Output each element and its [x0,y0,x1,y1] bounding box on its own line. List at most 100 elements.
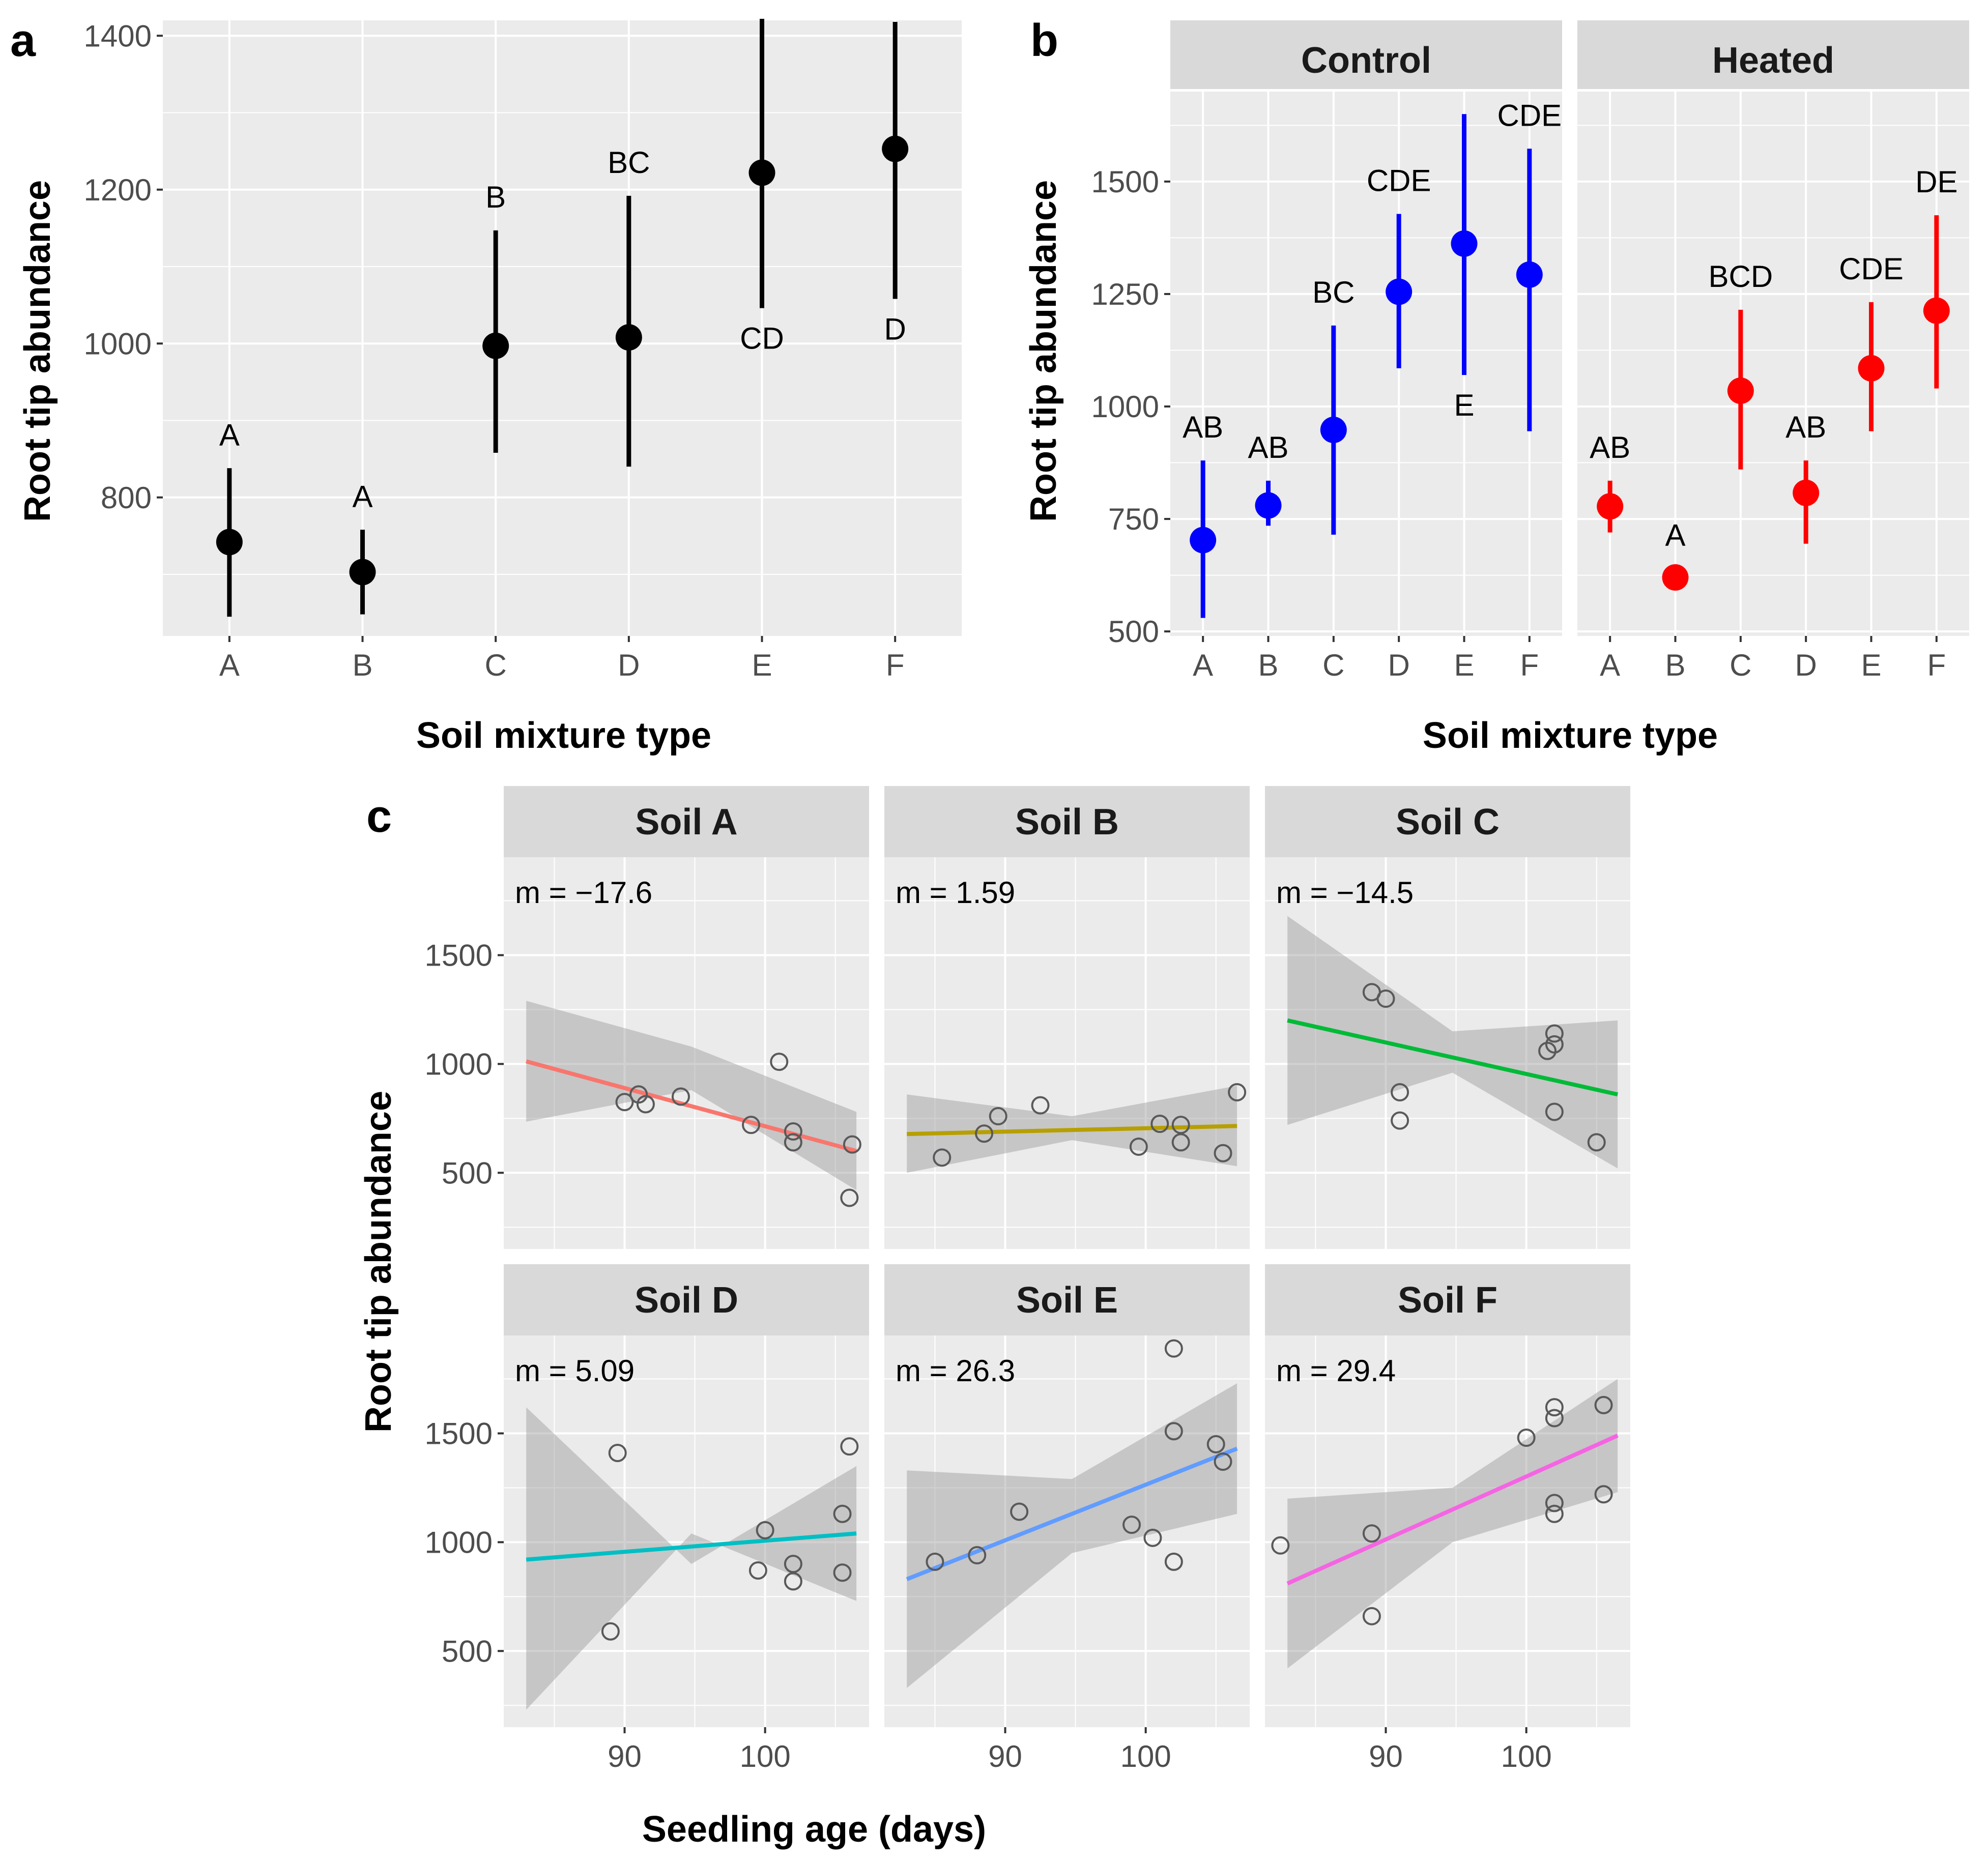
panel-a-letter: BC [608,145,650,180]
panel-c-soil-a-ytick-label: 500 [442,1156,493,1190]
panel-c-soil-a-point [615,1093,634,1112]
panel-c-soil-e-point [1164,1422,1183,1441]
panel-c-soil-f-point [1545,1409,1564,1428]
panel-c-soil-b-point [975,1124,994,1143]
panel-c-soil-e-xtick-label: 100 [1120,1739,1171,1773]
panel-c-xlabel: Seedling age (days) [642,1809,986,1850]
panel-c-soil-b-point [989,1107,1007,1126]
panel-a-point [349,559,376,586]
panel-b-heated-xtick-label: D [1795,648,1817,682]
panel-c-soil-d-strip-label: Soil D [635,1280,738,1321]
panel-c-soil-f-xtick-label: 100 [1501,1739,1552,1773]
panel-b-control-point [1255,492,1282,519]
panel-a-label: a [10,15,36,66]
panel-b-control-strip-label: Control [1301,40,1431,81]
panel-c-soil-b-point [1171,1133,1190,1152]
panel-b-control-strip [1170,20,1562,89]
panel-c-soil-d-ytick-label: 500 [442,1634,493,1668]
panel-b-ytick-label: 1500 [1091,165,1159,199]
panel-c-soil-f-slope-label: m = 29.4 [1276,1354,1396,1388]
panel-c-soil-d-slope-label: m = 5.09 [515,1354,635,1388]
panel-a-xtick-label: B [352,648,372,682]
panel-a-ytick-label: 1200 [84,173,152,207]
panel-c-soil-e-confidence-band [907,1383,1237,1688]
panel-c-soil-f-confidence-band [1287,1379,1618,1669]
panel-a-letter: D [884,312,906,346]
panel-b-heated-xtick-label: C [1730,648,1751,682]
panel-c-soil-f-point [1594,1485,1613,1504]
panel-b-control-xtick-label: B [1258,648,1278,682]
panel-c-soil-e-point [1143,1528,1162,1547]
panel-c-soil-d-point [748,1561,767,1580]
panel-c-soil-f-point [1545,1398,1564,1417]
panel-c-soil-c-point [1545,1035,1564,1054]
panel-c-soil-c-point [1587,1133,1606,1152]
panel-c-soil-a-strip [504,786,869,857]
panel-c-soil-a-point [636,1095,655,1114]
panel-c-soil-a-strip-label: Soil A [635,802,737,842]
panel-b-heated-point [1923,297,1950,324]
panel-c-soil-a-confidence-band [526,1001,857,1190]
panel-c-soil-f-point [1545,1494,1564,1512]
panel-c-soil-c-point [1545,1024,1564,1043]
panel-c-ylabel: Root tip abundance [358,1091,399,1433]
panel-c-soil-b-slope-label: m = 1.59 [896,876,1015,910]
panel-c-soil-e-background [884,1335,1250,1727]
panel-a-point [748,159,775,186]
panel-c-soil-d-xtick-label: 90 [608,1739,642,1773]
panel-c-soil-c-point [1391,1111,1409,1130]
panel-a-point [216,529,243,556]
panel-c-soil-e-point [1164,1339,1183,1358]
panel-c-soil-c-point [1376,989,1395,1008]
panel-b-control-letter: CDE [1497,98,1562,132]
panel-b-control-letter: CDE [1367,164,1431,198]
panel-c-soil-d-fit-line [526,1531,857,1562]
panel-b-heated-letter: BCD [1708,259,1773,294]
panel-b-heated-letter: A [1665,518,1685,552]
panel-b-control-xtick-label: C [1322,648,1344,682]
panel-b-heated-xtick-label: B [1665,648,1685,682]
panel-c-soil-f-background [1265,1335,1630,1727]
panel-c-soil-d-point [784,1555,802,1574]
panel-b-control-point [1516,261,1543,288]
panel-a-ytick-label: 800 [101,481,152,515]
panel-c-soil-f-point [1545,1504,1564,1523]
panel-c-soil-e-strip-label: Soil E [1016,1280,1118,1321]
panel-a-ytick-label: 1400 [84,19,152,53]
panel-c-soil-d-background [504,1335,869,1727]
panel-c-soil-f-strip-label: Soil F [1398,1280,1497,1321]
panel-c-soil-d-point [601,1622,620,1641]
panel-c-soil-d-point [756,1521,774,1539]
panel-a-xtick-label: D [618,648,640,682]
panel-c-soil-d-ytick-label: 1500 [425,1417,493,1451]
panel-c-soil-d-point [840,1437,859,1456]
panel-a-xtick-label: E [752,648,772,682]
panel-c-soil-a-point [843,1135,861,1154]
panel-b-ytick-label: 750 [1108,502,1159,536]
panel-c-soil-e-point [1164,1552,1183,1571]
panel-c-soil-b-point [1129,1137,1148,1156]
panel-b-control-point [1320,416,1347,443]
panel-c-soil-b-strip-label: Soil B [1015,802,1119,842]
panel-a-point [615,324,642,351]
panel-c-soil-c-background [1265,857,1630,1249]
panel-c-soil-e-fit-line [906,1446,1238,1581]
panel-b-heated-point [1597,493,1624,520]
panel-c-soil-d-confidence-band [526,1407,857,1710]
panel-c-soil-a-fit-line [526,1059,857,1153]
panel-b-ytick-label: 500 [1108,615,1159,649]
panel-c-soil-a-point [840,1188,859,1207]
panel-c-soil-d-ytick-label: 1000 [425,1525,493,1559]
panel-c-soil-a-background [504,857,869,1249]
panel-a-point [482,332,509,359]
panel-c-soil-e-point [1206,1435,1225,1453]
panel-c-soil-e-xtick-label: 90 [988,1739,1022,1773]
panel-b-control-xtick-label: A [1193,648,1213,682]
panel-c-soil-f-point [1517,1429,1536,1447]
panel-c-soil-c-strip-label: Soil C [1396,802,1500,842]
panel-b-xlabel: Soil mixture type [1423,715,1718,756]
panel-c-soil-e-point [1122,1516,1141,1534]
panel-b-control-xtick-label: D [1388,648,1409,682]
